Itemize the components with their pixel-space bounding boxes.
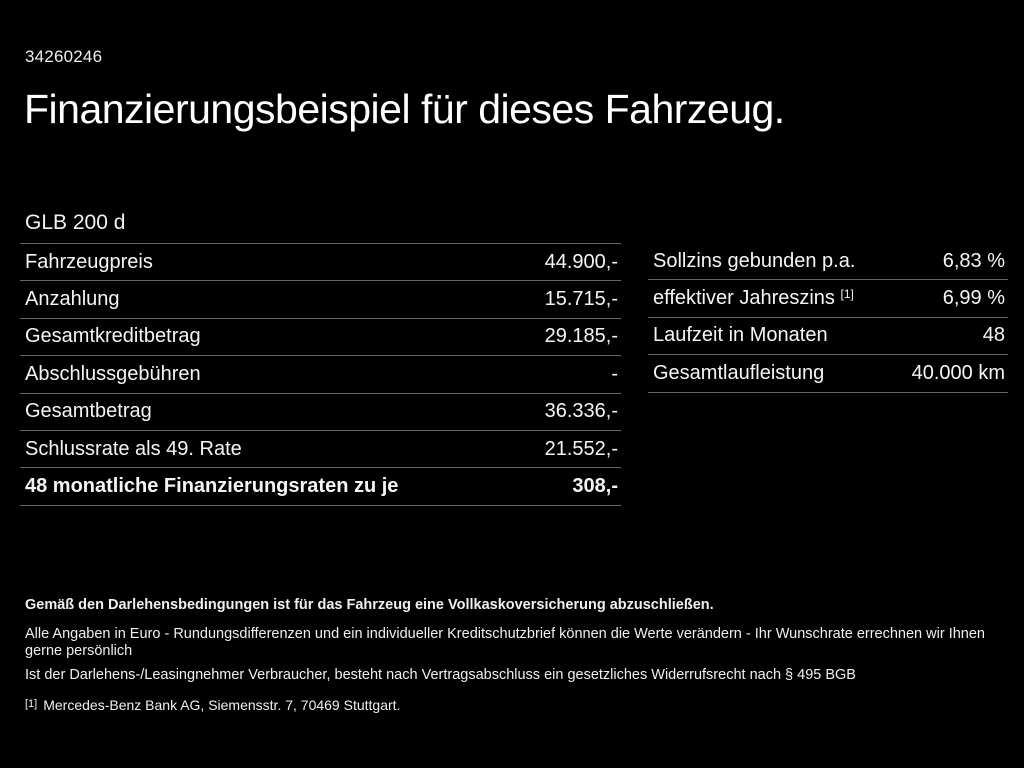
table-row: Anzahlung 15.715,- <box>20 281 621 319</box>
row-value: 29.185,- <box>544 325 618 348</box>
row-value: 36.336,- <box>544 400 618 423</box>
row-value: 308,- <box>572 475 618 498</box>
row-value: 48 <box>982 324 1005 347</box>
table-row: Gesamtbetrag 36.336,- <box>20 394 621 431</box>
row-label: Gesamtbetrag <box>25 400 152 423</box>
table-row-monthly-rate: 48 monatliche Finanzierungsraten zu je 3… <box>20 468 621 506</box>
row-label-text: effektiver Jahreszins <box>653 287 835 310</box>
row-value: 44.900,- <box>544 250 618 273</box>
table-row: Abschlussgebühren - <box>20 356 621 394</box>
footnote: [1] Mercedes-Benz Bank AG, Siemensstr. 7,… <box>25 696 1000 715</box>
row-value: 6,83 % <box>942 249 1005 272</box>
row-label: Gesamtlaufleistung <box>653 361 825 384</box>
disclaimer-note: Alle Angaben in Euro - Rundungsdifferenz… <box>25 626 985 659</box>
table-row: Fahrzeugpreis 44.900,- <box>20 244 621 282</box>
page-title: Finanzierungsbeispiel für dieses Fahrzeu… <box>24 86 785 132</box>
row-value: 6,99 % <box>942 287 1005 310</box>
row-label: Laufzeit in Monaten <box>653 324 828 347</box>
row-label: effektiver Jahreszins [1] <box>648 287 854 310</box>
table-row: Schlussrate als 49. Rate 21.552,- <box>20 431 621 469</box>
row-value: 40.000 km <box>911 361 1005 384</box>
footnote-ref: [1] <box>840 287 854 302</box>
insurance-note: Gemäß den Darlehensbedingungen ist für d… <box>25 597 714 613</box>
withdrawal-note: Ist der Darlehens-/Leasingnehmer Verbrau… <box>25 667 856 683</box>
table-row: Sollzins gebunden p.a. 6,83 % <box>648 243 1008 281</box>
row-label: Gesamtkreditbetrag <box>25 325 201 348</box>
vehicle-model: GLB 200 d <box>25 211 126 234</box>
row-label: Schlussrate als 49. Rate <box>25 437 242 460</box>
table-row: Laufzeit in Monaten 48 <box>648 318 1008 356</box>
footnote-marker: [1] <box>25 698 38 710</box>
legal-footer: Gemäß den Darlehensbedingungen ist für d… <box>25 597 1000 730</box>
table-row: Gesamtkreditbetrag 29.185,- <box>20 319 621 357</box>
financing-table: Fahrzeugpreis 44.900,- Anzahlung 15.715,… <box>20 243 621 506</box>
table-row: Gesamtlaufleistung 40.000 km <box>648 355 1008 393</box>
row-value: - <box>611 362 618 385</box>
row-label: 48 monatliche Finanzierungsraten zu je <box>25 475 399 498</box>
row-label: Anzahlung <box>25 288 120 311</box>
row-label: Fahrzeugpreis <box>25 250 153 273</box>
table-row: effektiver Jahreszins [1] 6,99 % <box>648 280 1008 318</box>
conditions-table: Sollzins gebunden p.a. 6,83 % effektiver… <box>648 243 1008 393</box>
row-value: 15.715,- <box>544 288 618 311</box>
row-value: 21.552,- <box>544 437 618 460</box>
offer-id: 34260246 <box>25 47 103 66</box>
footnote-text: Mercedes-Benz Bank AG, Siemensstr. 7, 70… <box>43 697 401 713</box>
row-label: Abschlussgebühren <box>25 362 201 385</box>
row-label: Sollzins gebunden p.a. <box>653 249 856 272</box>
